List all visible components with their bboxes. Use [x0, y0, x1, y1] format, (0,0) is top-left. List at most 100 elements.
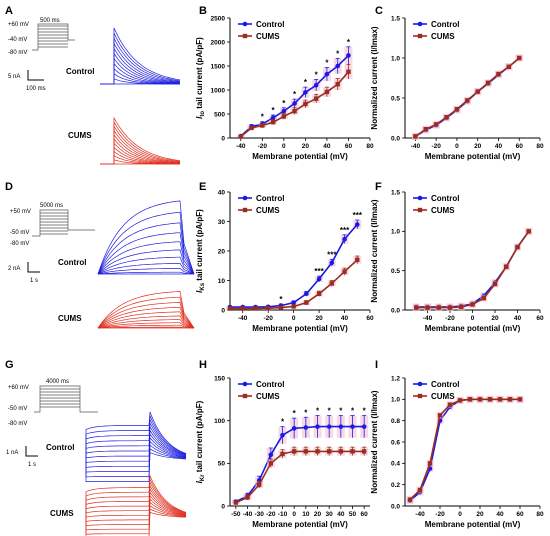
cums-series-line [235, 450, 365, 504]
current-trace [85, 411, 187, 470]
cums-data-point [355, 257, 360, 263]
current-trace [85, 415, 187, 470]
y-axis-label-unit: tail current (pA/pF) [195, 400, 204, 474]
x-tick-label: -20 [435, 511, 445, 518]
y-tick-label: 2500 [211, 15, 226, 22]
scale-x-label: 1 s [30, 278, 38, 284]
cums-data-point [270, 119, 276, 125]
scale-bar [27, 70, 44, 81]
x-tick-label: 20 [476, 511, 484, 518]
significance-marker: * [336, 49, 340, 58]
control-data-point [304, 291, 309, 297]
cums-data-point [437, 413, 443, 418]
protocol-duration-label: 5000 ms [40, 203, 63, 209]
y-axis-label-symbol: I [195, 116, 204, 119]
protocol-v1-label: +50 mV [10, 209, 31, 215]
current-trace [85, 495, 187, 528]
x-tick-label: 0 [471, 315, 475, 322]
x-tick-label: -30 [254, 511, 264, 518]
y-tick-label: 0.5 [391, 95, 400, 102]
current-trace [85, 484, 187, 528]
y-tick-label: 0 [221, 307, 225, 314]
panel-letter-g: G [5, 359, 14, 371]
y-axis-label-symbol: I [195, 290, 204, 293]
current-trace [100, 43, 181, 85]
current-trace [85, 505, 187, 531]
x-tick-label: -20 [258, 143, 268, 150]
legend-marker [242, 381, 248, 387]
x-tick-label: 60 [516, 511, 524, 518]
x-tick-label: 30 [326, 511, 334, 518]
control-data-point [280, 432, 285, 438]
cums-data-point [517, 55, 522, 61]
current-trace [85, 444, 187, 473]
current-trace [85, 433, 187, 470]
legend-marker [417, 21, 423, 27]
legend-marker [242, 207, 248, 213]
x-axis-label: Membrane potential (mV) [252, 152, 348, 161]
y-axis-label: IKs tail current (pA/pF) [195, 209, 206, 293]
cums-data-point [324, 89, 330, 95]
current-trace [97, 311, 195, 329]
current-trace [97, 319, 195, 329]
legend-marker [417, 195, 423, 201]
current-trace [97, 256, 195, 275]
cums-data-point [303, 101, 308, 107]
x-tick-label: 80 [536, 143, 544, 150]
y-tick-label: 150 [214, 375, 225, 382]
cums-data-point [256, 482, 262, 487]
cums-data-point [316, 291, 322, 296]
cums-data-point [457, 398, 463, 403]
cums-data-point [496, 71, 501, 77]
panel-letter-b: B [199, 5, 207, 17]
x-tick-label: 40 [323, 143, 331, 150]
cums-current-traces [97, 291, 195, 329]
current-trace [85, 481, 187, 528]
significance-marker: * [328, 407, 332, 416]
cums-data-point [477, 397, 483, 402]
current-trace [97, 211, 195, 275]
significance-marker: * [304, 408, 308, 417]
significance-marker: * [351, 407, 355, 416]
current-trace [97, 315, 195, 329]
scale-bar [27, 262, 40, 273]
current-trace [85, 452, 187, 482]
y-tick-label: 0.5 [391, 268, 400, 275]
significance-marker: * [279, 295, 283, 304]
y-tick-label: 0 [221, 135, 225, 142]
legend-marker [417, 207, 423, 213]
protocol-duration-label: 4000 ms [46, 379, 69, 385]
cums-data-point [447, 305, 453, 310]
significance-marker: * [315, 70, 319, 79]
y-tick-label: 0.0 [391, 135, 400, 142]
cums-data-point [291, 449, 297, 454]
control-data-point [316, 276, 322, 282]
trace-panel-a: +60 mV -40 mV -80 mV 500 ms 5 nA 100 ms … [8, 18, 181, 165]
scale-x-label: 1 s [28, 462, 36, 468]
cums-data-point [454, 107, 460, 112]
y-tick-label: 1.0 [391, 397, 400, 404]
x-tick-label: 50 [349, 511, 357, 518]
current-trace [85, 478, 187, 528]
chart-b: -40 -20 0 20 40 60 80 0 500 1000 1500 2000 2500 Membr… [195, 15, 374, 161]
legend-marker [417, 393, 423, 399]
cums-data-point [436, 305, 441, 310]
cums-data-point [504, 264, 509, 269]
x-tick-label: -20 [445, 315, 455, 322]
cums-data-point [265, 306, 271, 311]
control-series-line [416, 230, 530, 308]
current-trace [100, 120, 181, 165]
current-trace [85, 440, 187, 470]
scale-y-label: 1 nA [6, 450, 18, 456]
significance-marker: *** [353, 211, 363, 220]
protocol-steps [32, 23, 75, 51]
significance-marker: * [293, 409, 297, 418]
y-axis-label-unit: tail current (pA/pF) [195, 209, 204, 283]
scale-y-label: 2 nA [8, 266, 20, 272]
current-trace [100, 27, 181, 85]
cums-data-point [459, 304, 464, 310]
current-trace [97, 322, 195, 329]
cums-data-point [291, 304, 296, 309]
chart-c: -40 -20 0 20 40 60 80 0.0 0.5 1.0 1.5 Membrane pote… [370, 15, 544, 161]
control-data-point [291, 426, 297, 431]
